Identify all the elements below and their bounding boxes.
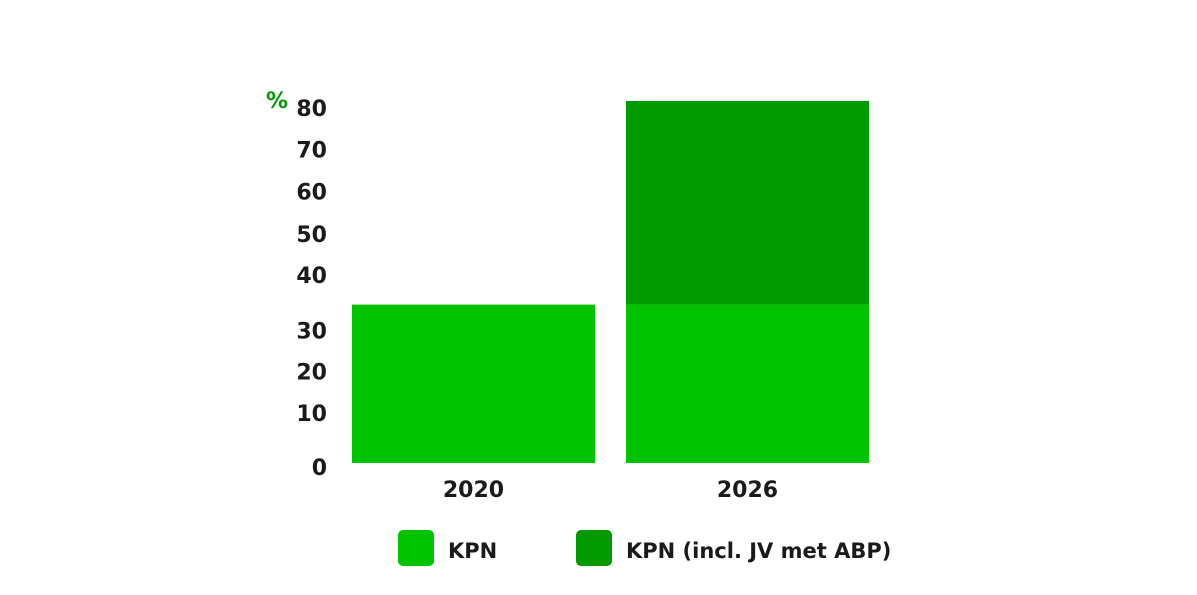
y-tick-label: 70: [296, 138, 327, 163]
y-tick-label: 20: [296, 361, 327, 386]
x-tick-label: 2020: [443, 478, 504, 503]
y-tick-label: 50: [296, 223, 327, 248]
bar-2026-series-0: [626, 304, 869, 463]
legend-label: KPN: [448, 539, 497, 563]
y-tick-label: 40: [296, 264, 327, 289]
x-axis: 2020 2026: [443, 478, 778, 503]
y-tick-label: 0: [312, 456, 327, 481]
bar-2020-series-0: [352, 304, 595, 463]
y-axis-unit-label: %: [266, 89, 288, 114]
bar-2026-series-1: [626, 101, 869, 305]
x-tick-label: 2026: [717, 478, 778, 503]
legend-swatch: [576, 530, 612, 566]
y-tick-label: 30: [296, 319, 327, 344]
y-tick-label: 60: [296, 181, 327, 206]
y-tick-label: 10: [296, 402, 327, 427]
y-tick-label: 80: [296, 97, 327, 122]
bars-group: [352, 101, 869, 463]
legend-label: KPN (incl. JV met ABP): [626, 539, 891, 563]
legend: KPN KPN (incl. JV met ABP): [398, 530, 891, 566]
y-axis: % 0 10 20 30 40 50 60 70 80: [266, 89, 327, 481]
legend-swatch: [398, 530, 434, 566]
